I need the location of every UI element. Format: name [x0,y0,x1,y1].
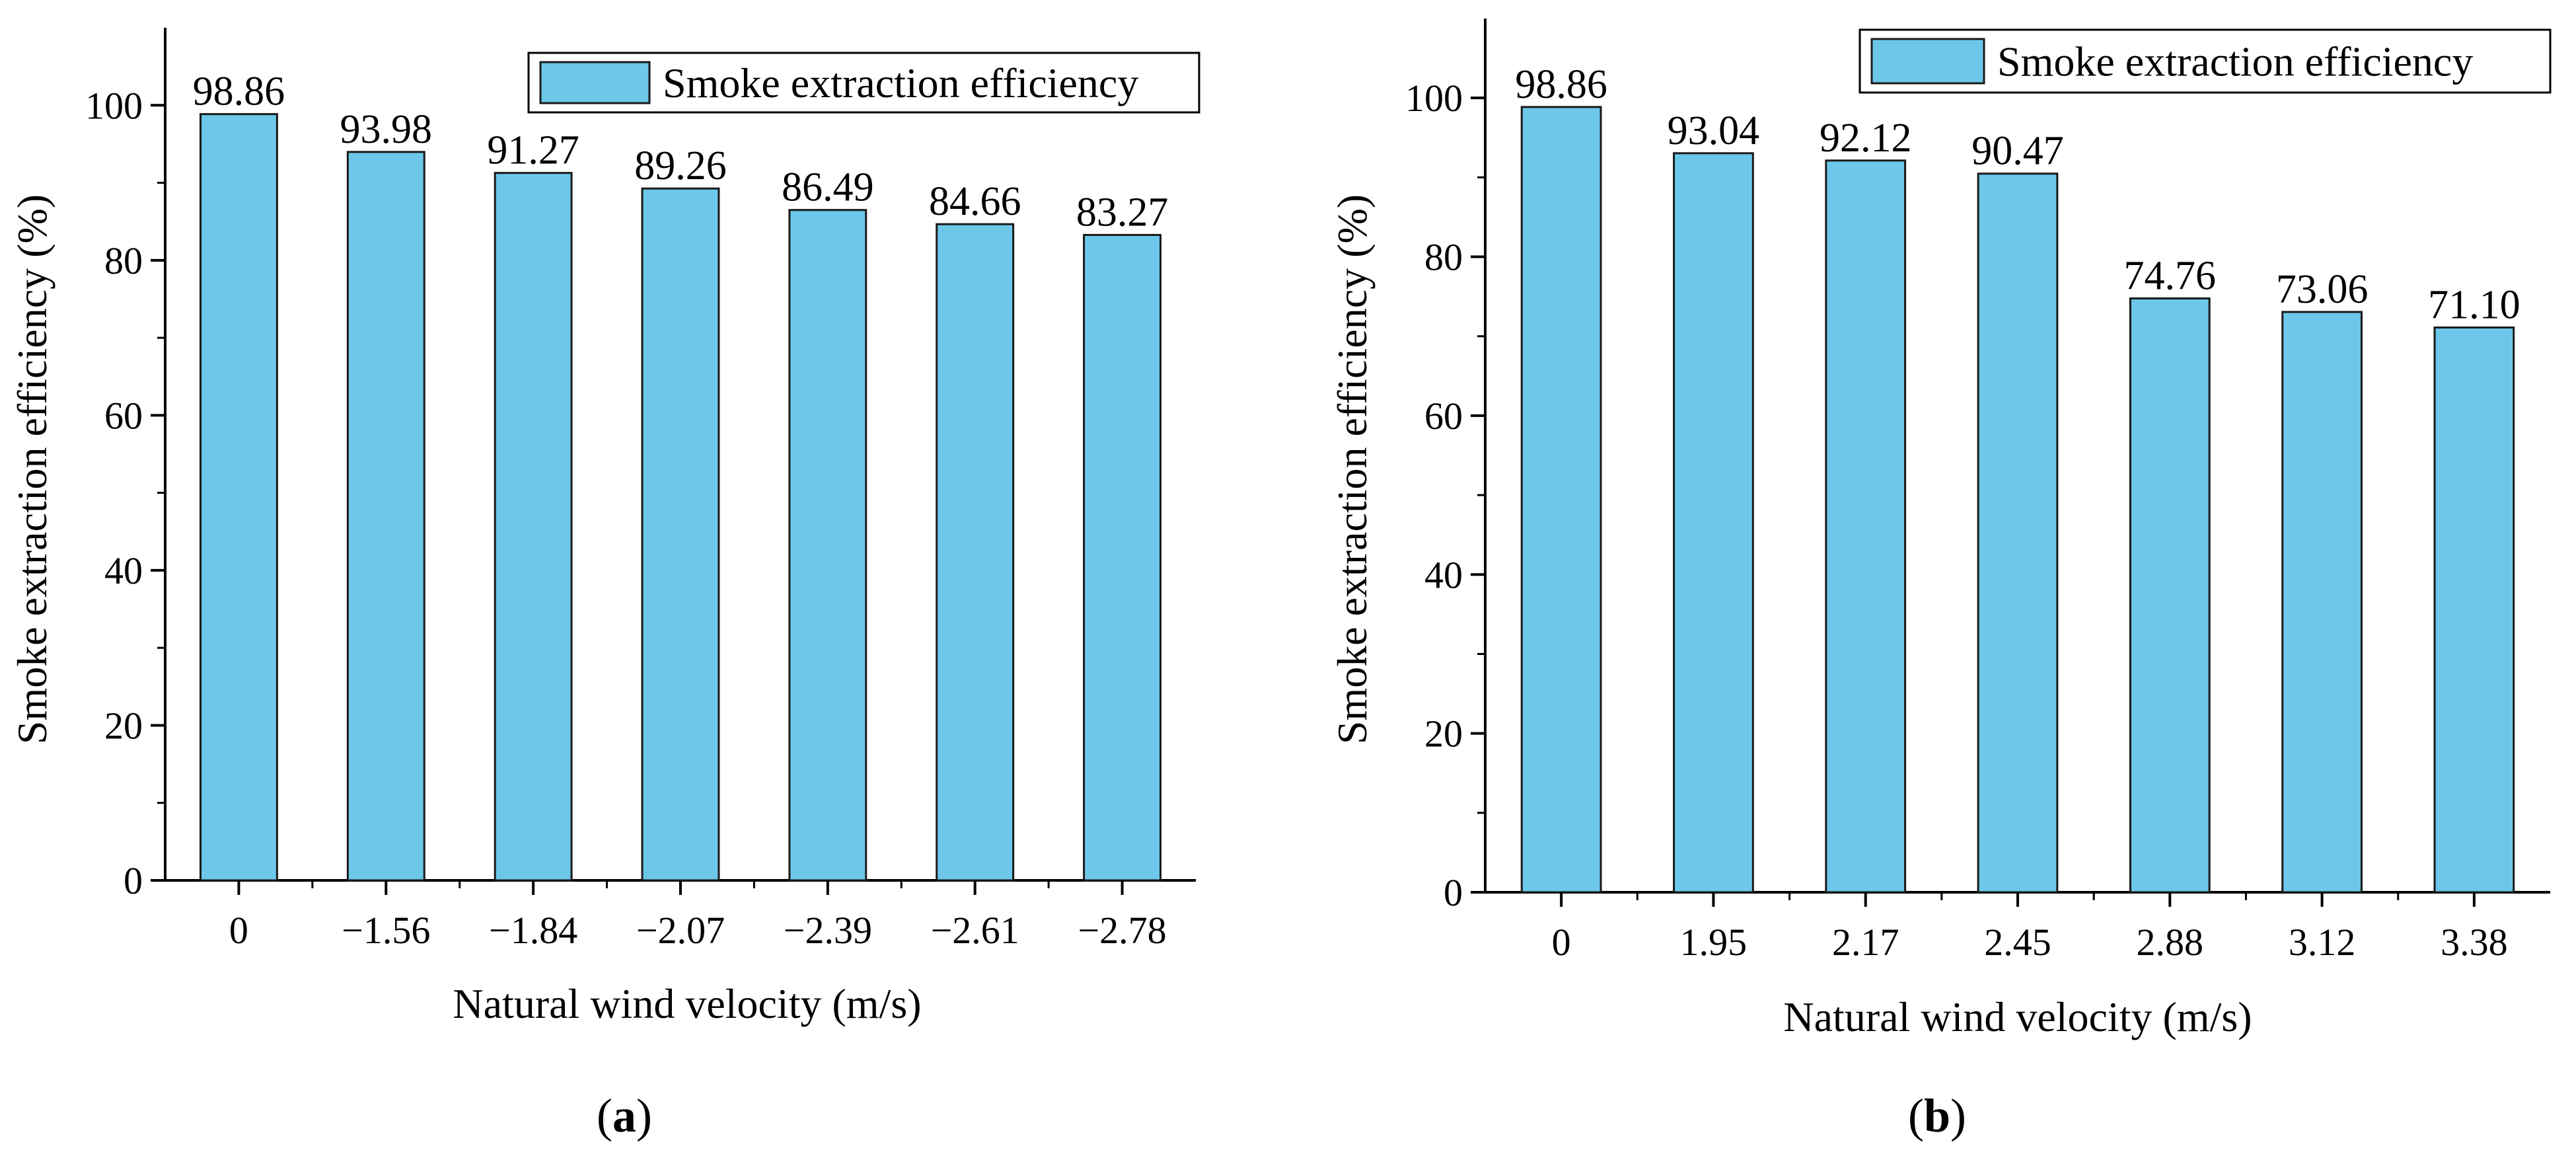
bar [346,151,425,882]
panel-a-xlabel: Natural wind velocity (m/s) [453,980,921,1027]
y-tick-label: 60 [104,394,143,437]
data-label: 98.86 [193,69,285,114]
legend: Smoke extraction efficiency [1858,28,2552,94]
x-tick-label: −1.84 [489,909,577,952]
bar [1825,159,1907,894]
y-tick-label: 80 [104,239,143,282]
panel-b-plot-area: 0 20 40 60 80 100 98.86 0 93.04 1.95 92.12 2.17 90.4… [1405,19,2552,964]
panel-a-ylabel: Smoke extraction efficiency (%) [9,194,55,744]
legend-swatch [539,61,651,104]
y-tick-label: 20 [1424,712,1463,755]
data-label: 90.47 [1971,129,2064,174]
data-label: 71.10 [2428,283,2521,328]
y-tick-label: 0 [1444,871,1463,914]
bar [1977,173,2059,894]
legend: Smoke extraction efficiency [527,52,1200,114]
data-label: 92.12 [1820,116,1912,161]
bar [494,172,573,882]
panel-b: 0 20 40 60 80 100 98.86 0 93.04 1.95 92.12 2.17 90.4… [1329,19,2552,1142]
bar [1673,152,1754,894]
panel-b-label: (b) [1908,1089,1966,1142]
y-tick-label: 60 [1424,395,1463,438]
bar [2129,297,2211,894]
data-label: 89.26 [634,143,727,188]
bar [1083,233,1162,882]
bar [2433,327,2515,894]
data-label: 93.04 [1668,108,1760,153]
x-tick-label: 1.95 [1680,921,1748,964]
x-tick-label: 0 [229,909,248,952]
data-label: 98.86 [1515,62,1607,107]
data-label: 84.66 [929,179,1021,224]
y-tick-label: 20 [104,704,143,747]
y-tick-label: 40 [104,549,143,592]
legend-label: Smoke extraction efficiency [1997,38,2473,85]
panel-a: 0 20 40 60 80 100 98.86 0 93.98 −1.56 91.27 −1.84 89… [9,28,1200,1142]
bar [2281,311,2363,894]
bar [641,187,720,882]
data-label: 83.27 [1076,190,1169,235]
x-tick-label: −2.07 [636,909,725,952]
panel-a-plot-area: 0 20 40 60 80 100 98.86 0 93.98 −1.56 91.27 −1.84 89… [85,28,1200,952]
data-label: 93.98 [340,107,433,152]
x-tick-label: 2.88 [2137,921,2204,964]
legend-label: Smoke extraction efficiency [663,59,1138,106]
x-tick-label: 2.17 [1832,921,1899,964]
y-tick-label: 40 [1424,553,1463,596]
x-tick-label: 3.38 [2441,921,2508,964]
data-label: 86.49 [782,165,874,210]
x-tick-label: 0 [1552,921,1571,964]
panel-b-ylabel: Smoke extraction efficiency (%) [1329,194,1376,744]
x-tick-label: −1.56 [342,909,430,952]
bar [936,223,1015,882]
y-tick-label: 100 [85,84,143,127]
panel-b-xlabel: Natural wind velocity (m/s) [1783,993,2252,1040]
x-tick-label: −2.39 [784,909,872,952]
legend-swatch [1870,38,1985,85]
bar [1520,106,1602,894]
x-tick-label: −2.61 [931,909,1019,952]
bar [788,209,867,882]
panel-a-label: (a) [597,1089,652,1142]
y-tick-label: 0 [124,859,143,902]
x-tick-label: −2.78 [1078,909,1166,952]
x-tick-label: 2.45 [1984,921,2051,964]
y-tick-label: 80 [1424,236,1463,279]
data-label: 73.06 [2276,267,2369,312]
y-tick-label: 100 [1405,77,1463,120]
data-label: 74.76 [2124,254,2217,299]
bar [199,113,278,882]
data-label: 91.27 [487,128,579,173]
x-tick-label: 3.12 [2289,921,2356,964]
